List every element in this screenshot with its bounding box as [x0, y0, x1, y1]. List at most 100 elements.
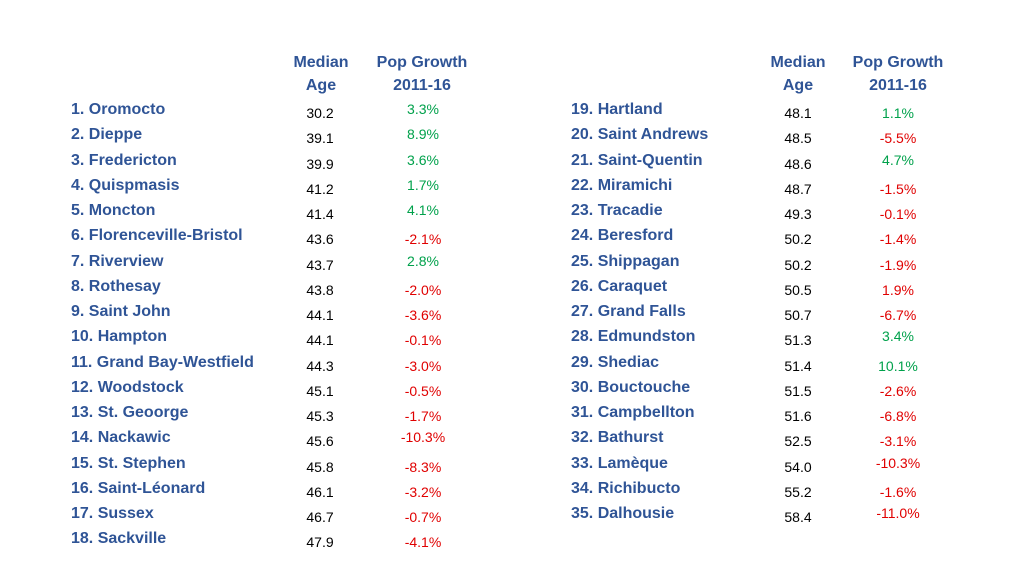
median-age: 55.2	[784, 483, 812, 500]
table-row: 20. Saint Andrews 48.5 -5.5%	[571, 124, 1001, 149]
town-name: 32. Bathurst	[571, 429, 664, 447]
table-row: 25. Shippagan 50.2 -1.9%	[571, 251, 1001, 276]
right-age-header: Median Age	[758, 51, 838, 97]
town-name: 21. Saint-Quentin	[571, 151, 703, 169]
median-age: 48.7	[784, 180, 812, 197]
town-name: 11. Grand Bay-Westfield	[71, 353, 254, 371]
town-name: 27. Grand Falls	[571, 303, 686, 320]
table-row: 6. Florenceville-Bristol 43.6 -2.1%	[71, 225, 501, 250]
table-row: 31. Campbellton 51.6 -6.8%	[571, 402, 1001, 427]
median-age: 44.1	[306, 332, 334, 349]
pop-growth: -2.1%	[404, 231, 442, 248]
pop-growth: 8.9%	[407, 126, 439, 143]
pop-growth: -4.1%	[404, 534, 442, 551]
median-age: 41.2	[306, 180, 334, 197]
pop-growth: -5.5%	[879, 130, 917, 147]
town-name: 24. Beresford	[571, 227, 674, 245]
town-name: 19. Hartland	[571, 101, 663, 118]
table-row: 28. Edmundston 51.3 3.4%	[571, 326, 1001, 351]
pop-growth: -8.3%	[404, 458, 442, 475]
table-row: 7. Riverview 43.7 2.8%	[71, 251, 501, 276]
median-age: 45.3	[306, 408, 334, 424]
median-age: 46.7	[306, 509, 334, 525]
town-name: 1. Oromocto	[71, 101, 166, 118]
pop-growth: -3.1%	[879, 433, 917, 450]
town-name: 25. Shippagan	[571, 252, 680, 270]
table-row: 33. Lamèque 54.0 -10.3%	[571, 453, 1001, 478]
pop-growth: -3.2%	[404, 483, 442, 500]
table-row: 11. Grand Bay-Westfield 44.3 -3.0%	[71, 352, 501, 377]
table-row: 24. Beresford 50.2 -1.4%	[571, 225, 1001, 250]
pop-growth: -0.5%	[404, 382, 442, 399]
median-age: 45.8	[306, 458, 334, 475]
table-row: 4. Quispmasis 41.2 1.7%	[71, 175, 501, 200]
table-row: 26. Caraquet 50.5 1.9%	[571, 276, 1001, 301]
pop-growth: 1.1%	[882, 105, 914, 121]
median-age: 48.5	[784, 130, 812, 147]
town-name: 14. Nackawic	[71, 429, 171, 447]
town-name: 15. St. Stephen	[71, 454, 186, 472]
median-age: 44.3	[306, 357, 334, 374]
left-age-header-line1: Median	[293, 54, 349, 71]
table-row: 9. Saint John 44.1 -3.6%	[71, 301, 501, 326]
town-name: 9. Saint John	[71, 303, 171, 320]
table-row: 35. Dalhousie 58.4 -11.0%	[571, 503, 1001, 528]
median-age: 50.2	[784, 256, 812, 273]
median-age: 30.2	[306, 105, 334, 121]
median-age: 39.9	[306, 155, 334, 172]
pop-growth: 2.8%	[407, 252, 439, 269]
pop-growth: -2.0%	[404, 281, 442, 298]
table-row: 3. Fredericton 39.9 3.6%	[71, 150, 501, 175]
table-row: 32. Bathurst 52.5 -3.1%	[571, 427, 1001, 452]
pop-growth: -6.8%	[879, 408, 917, 424]
right-growth-header-line2: 2011-16	[869, 77, 927, 94]
table-row: 8. Rothesay 43.8 -2.0%	[71, 276, 501, 301]
median-age: 45.1	[306, 382, 334, 399]
table-row: 23. Tracadie 49.3 -0.1%	[571, 200, 1001, 225]
median-age: 43.7	[306, 256, 334, 273]
left-growth-header-line1: Pop Growth	[376, 54, 468, 71]
town-name: 22. Miramichi	[571, 176, 673, 194]
pop-growth: 3.6%	[407, 151, 439, 168]
town-name: 28. Edmundston	[571, 328, 696, 346]
pop-growth: -1.7%	[404, 408, 442, 424]
left-age-header: Median Age	[281, 51, 361, 97]
table-row: 18. Sackville 47.9 -4.1%	[71, 528, 501, 553]
pop-growth: -2.6%	[879, 382, 917, 399]
town-name: 18. Sackville	[71, 530, 167, 548]
left-growth-header-line2: 2011-16	[393, 77, 451, 94]
pop-growth: -3.0%	[404, 357, 442, 374]
right-age-header-line2: Age	[782, 77, 814, 94]
table-row: 27. Grand Falls 50.7 -6.7%	[571, 301, 1001, 326]
pop-growth: 1.7%	[407, 176, 439, 193]
table-row: 29. Shediac 51.4 10.1%	[571, 352, 1001, 377]
pop-growth: 4.7%	[882, 151, 914, 168]
town-name: 7. Riverview	[71, 252, 164, 270]
town-name: 34. Richibucto	[571, 479, 681, 497]
pop-growth: 3.3%	[407, 101, 439, 117]
table-row: 34. Richibucto 55.2 -1.6%	[571, 478, 1001, 503]
town-name: 20. Saint Andrews	[571, 126, 709, 144]
table-row: 2. Dieppe 39.1 8.9%	[71, 124, 501, 149]
median-age: 48.6	[784, 155, 812, 172]
table-row: 30. Bouctouche 51.5 -2.6%	[571, 377, 1001, 402]
table-row: 10. Hampton 44.1 -0.1%	[71, 326, 501, 351]
right-age-header-line1: Median	[770, 54, 826, 71]
left-growth-header: Pop Growth 2011-16	[367, 51, 477, 97]
median-age: 41.4	[306, 206, 334, 222]
pop-growth: 3.4%	[882, 328, 914, 345]
town-name: 23. Tracadie	[571, 202, 663, 219]
table-row: 17. Sussex 46.7 -0.7%	[71, 503, 501, 528]
town-name: 33. Lamèque	[571, 454, 668, 472]
table-row: 1. Oromocto 30.2 3.3%	[71, 99, 501, 124]
median-age: 44.1	[306, 307, 334, 323]
pop-growth: -10.3%	[400, 429, 446, 446]
median-age: 58.4	[784, 509, 812, 525]
median-age: 43.8	[306, 281, 334, 298]
table-row: 21. Saint-Quentin 48.6 4.7%	[571, 150, 1001, 175]
town-name: 6. Florenceville-Bristol	[71, 227, 243, 245]
table-row: 13. St. Geoorge 45.3 -1.7%	[71, 402, 501, 427]
median-age: 39.1	[306, 130, 334, 147]
pop-growth: -10.3%	[875, 454, 921, 471]
